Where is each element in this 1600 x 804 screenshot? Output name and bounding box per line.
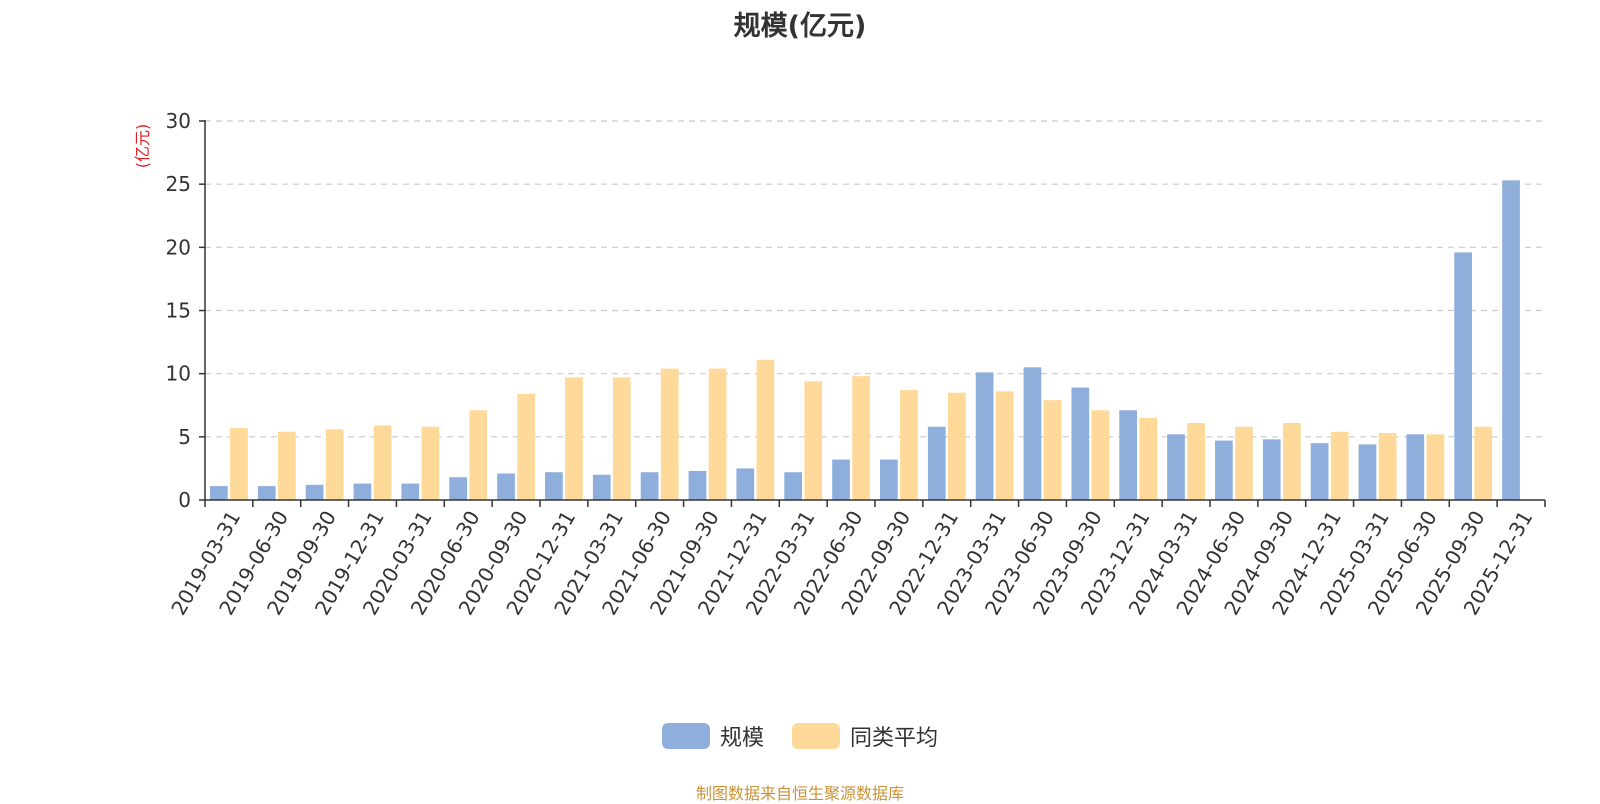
y-tick-label: 30 xyxy=(166,109,191,133)
bar-series1 xyxy=(257,486,276,500)
bar-series2 xyxy=(708,368,727,500)
bar-series2 xyxy=(1426,434,1445,500)
bar-series2 xyxy=(421,426,440,500)
y-tick-label: 20 xyxy=(166,235,191,259)
bar-series1 xyxy=(1167,434,1185,500)
bar-series1 xyxy=(545,472,563,500)
bar-series1 xyxy=(736,468,755,500)
axes: 0510152025302019-03-312019-06-302019-09-… xyxy=(166,109,1546,619)
bar-series2 xyxy=(230,427,248,500)
y-tick-label: 10 xyxy=(166,362,191,386)
bar-series1 xyxy=(1358,444,1377,500)
chart-title: 规模(亿元) xyxy=(733,11,867,42)
y-tick-label: 25 xyxy=(166,172,191,196)
bar-series2 xyxy=(900,390,918,500)
legend-label-series1: 规模 xyxy=(719,726,764,751)
bar-series1 xyxy=(353,483,372,500)
bar-series2 xyxy=(1378,433,1397,500)
source-note: 制图数据来自恒生聚源数据库 xyxy=(695,784,904,803)
bar-series2 xyxy=(756,359,775,500)
legend-item-series2[interactable]: 同类平均 xyxy=(792,720,938,752)
bar-series2 xyxy=(804,381,823,500)
bar-series2 xyxy=(1091,410,1110,500)
bar-series2 xyxy=(277,431,296,500)
bar-series1 xyxy=(305,484,324,500)
bar-series2 xyxy=(1139,417,1158,500)
bar-series1 xyxy=(497,473,515,500)
bar-series1 xyxy=(1454,252,1473,500)
bar-series2 xyxy=(612,377,631,500)
bar-series1 xyxy=(1502,180,1520,500)
bar-series2 xyxy=(1330,431,1349,500)
bar-series1 xyxy=(592,474,611,500)
bar-series2 xyxy=(517,393,535,500)
bar-series1 xyxy=(832,459,850,500)
legend-label-series2: 同类平均 xyxy=(850,726,939,751)
bar-series2 xyxy=(469,410,488,500)
bar-series1 xyxy=(1119,410,1138,500)
bar-series2 xyxy=(1282,422,1301,500)
bar-series2 xyxy=(373,425,392,500)
bar-series2 xyxy=(565,377,583,500)
bar-series2 xyxy=(852,376,870,500)
bar-series1 xyxy=(401,483,420,500)
y-tick-label: 0 xyxy=(178,488,191,512)
bar-series1 xyxy=(210,486,228,500)
bar-series2 xyxy=(1235,426,1253,500)
y-tick-label: 15 xyxy=(166,299,191,323)
bar-series2 xyxy=(1043,400,1062,500)
legend-item-series1[interactable]: 规模 xyxy=(661,720,764,752)
bar-series1 xyxy=(1071,387,1090,500)
grid-lines xyxy=(205,120,1545,438)
bar-series1 xyxy=(1262,439,1281,500)
bar-series2 xyxy=(1474,426,1493,500)
bar-series1 xyxy=(449,477,468,500)
bar-series2 xyxy=(1187,422,1205,500)
bar-series1 xyxy=(1310,443,1329,500)
bar-series1 xyxy=(1023,367,1042,500)
bar-series1 xyxy=(927,426,946,500)
legend-swatch-series1 xyxy=(661,723,710,749)
bar-series1 xyxy=(880,459,898,500)
y-tick-label: 5 xyxy=(178,425,191,449)
bar-series1 xyxy=(640,472,659,500)
bar-series2 xyxy=(325,429,344,500)
bar-series1 xyxy=(975,372,994,500)
bar-series1 xyxy=(1406,434,1425,500)
bar-series1 xyxy=(1215,440,1233,500)
legend-swatch-series2 xyxy=(792,723,840,749)
legend: 规模 同类平均 xyxy=(0,720,1600,752)
bar-series2 xyxy=(660,368,679,500)
bar-series2 xyxy=(995,391,1014,500)
bar-series2 xyxy=(947,392,966,500)
bars xyxy=(210,180,1520,500)
y-axis-label: (亿元) xyxy=(133,124,152,169)
bar-series1 xyxy=(688,470,707,500)
bar-series1 xyxy=(784,472,803,500)
